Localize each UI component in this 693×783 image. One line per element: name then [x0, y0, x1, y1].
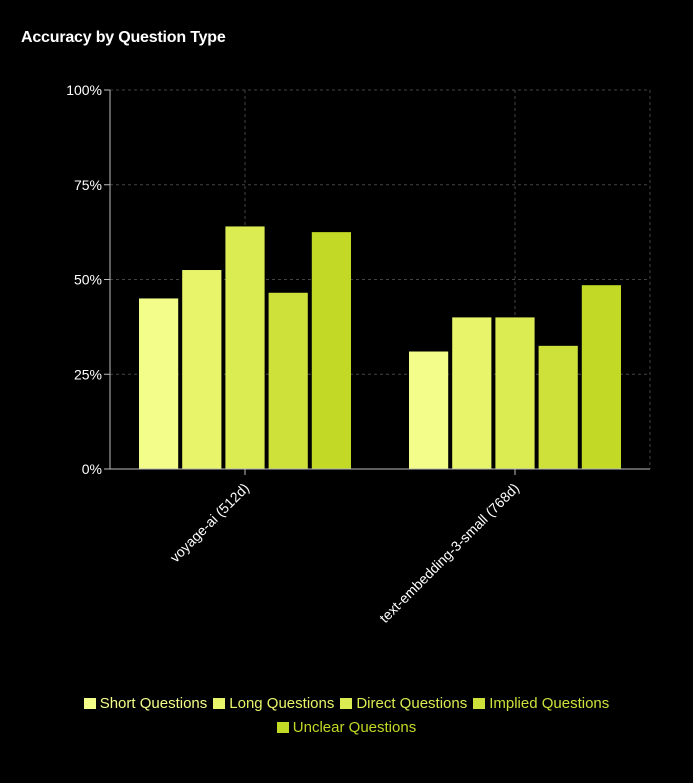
legend-swatch: [276, 722, 289, 733]
bar[interactable]: [452, 317, 492, 469]
legend-label: Unclear Questions: [292, 719, 417, 736]
bar[interactable]: [268, 292, 308, 469]
chart-title: Accuracy by Question Type: [21, 29, 226, 46]
bar[interactable]: [139, 298, 179, 469]
legend-swatch: [473, 698, 486, 709]
bar[interactable]: [225, 226, 265, 469]
bar[interactable]: [182, 270, 222, 469]
bar[interactable]: [495, 317, 535, 469]
legend-swatch: [83, 698, 96, 709]
y-tick-label: 100%: [66, 82, 102, 98]
x-tick-label: text-embedding-3-small (768d): [376, 480, 522, 626]
bars: [139, 226, 621, 469]
legend-swatch: [340, 698, 353, 709]
x-tick-label: voyage-ai (512d): [167, 480, 253, 566]
legend-label: Long Questions: [229, 695, 335, 712]
legend-item[interactable]: Long Questions: [213, 692, 334, 716]
y-tick-label: 75%: [74, 177, 102, 193]
bar[interactable]: [581, 285, 621, 469]
legend-item[interactable]: Direct Questions: [340, 692, 467, 716]
legend: Short Questions Long Questions Direct Ques…: [0, 692, 693, 740]
bar[interactable]: [538, 345, 578, 469]
axes: [104, 89, 650, 475]
bar[interactable]: [409, 351, 449, 469]
y-tick-label: 0%: [82, 461, 102, 477]
y-tick-label: 25%: [74, 366, 102, 382]
y-tick-label: 50%: [74, 272, 102, 288]
legend-item[interactable]: Short Questions: [83, 692, 208, 716]
legend-swatch: [213, 698, 226, 709]
legend-label: Implied Questions: [489, 695, 610, 712]
legend-label: Direct Questions: [356, 695, 468, 712]
legend-item[interactable]: Implied Questions: [473, 692, 609, 716]
legend-label: Short Questions: [99, 695, 208, 712]
bar[interactable]: [311, 232, 351, 469]
legend-item[interactable]: Unclear Questions: [276, 716, 417, 740]
